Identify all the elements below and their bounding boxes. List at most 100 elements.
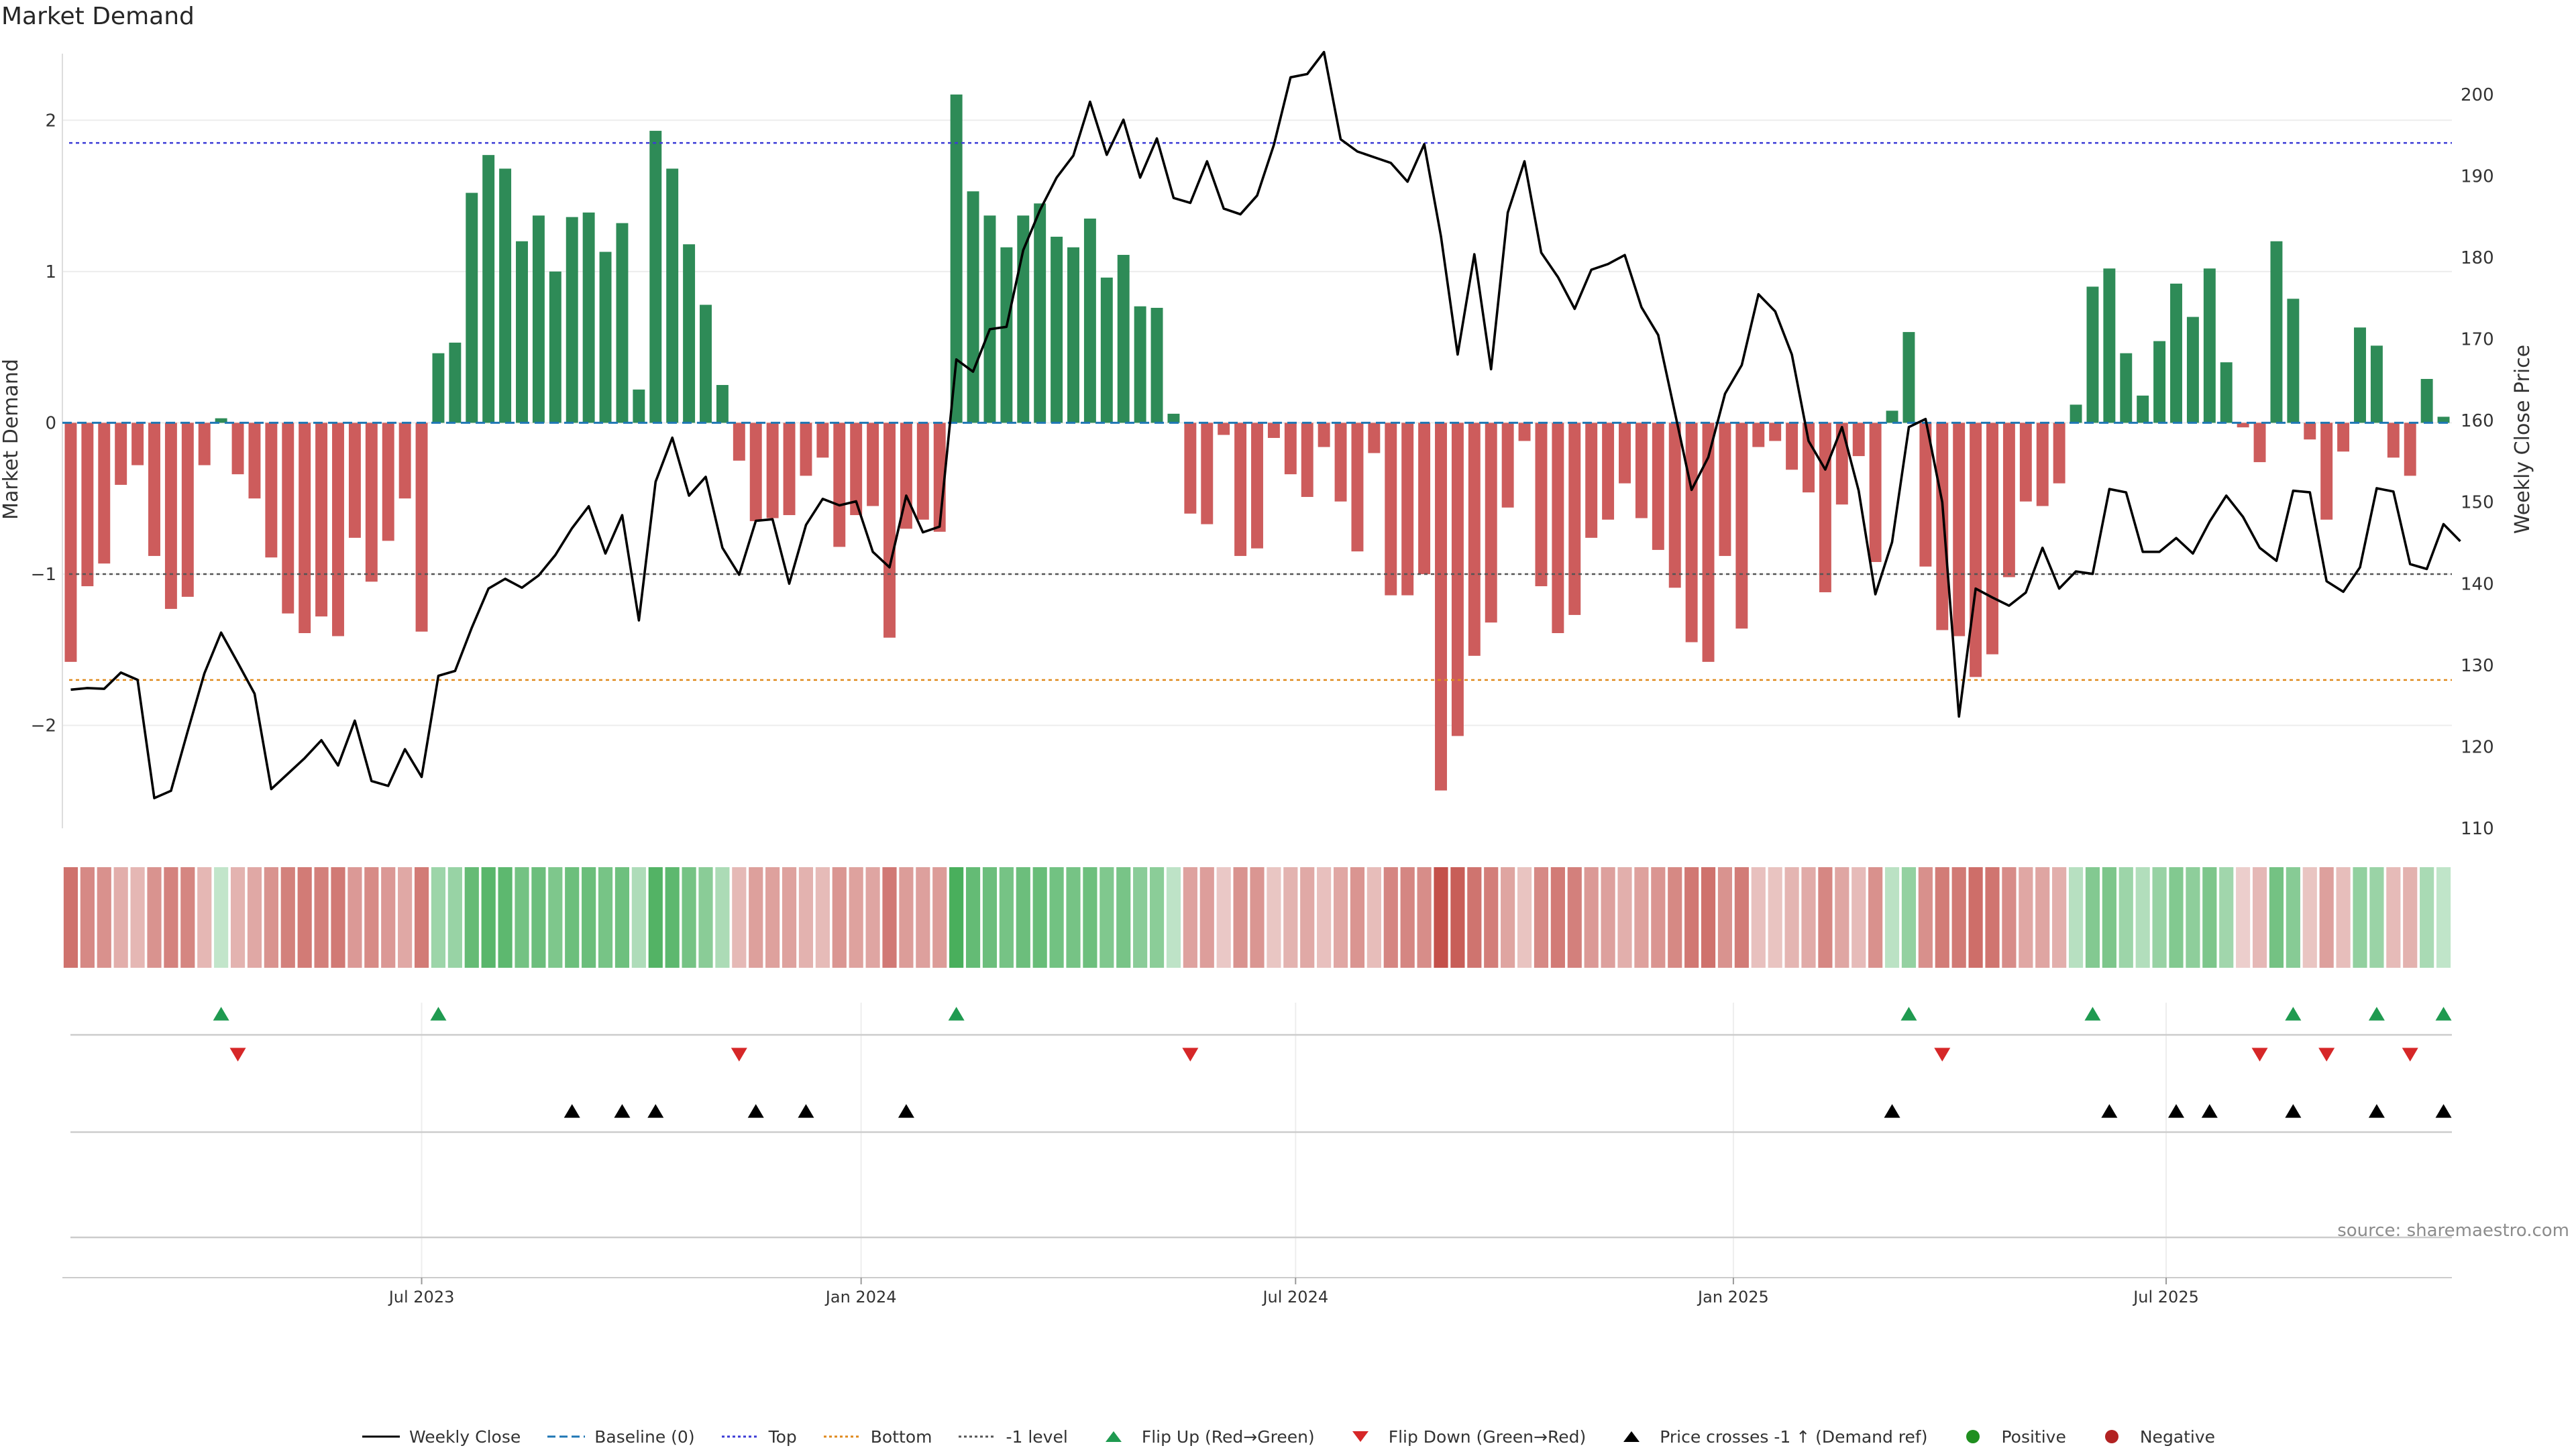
heat-cell — [665, 867, 680, 968]
heat-cell — [949, 867, 964, 968]
legend-label: Positive — [2001, 1427, 2066, 1447]
heat-cell — [1968, 867, 1983, 968]
heat-cell — [1884, 867, 1900, 968]
flip-up-marker — [948, 1007, 965, 1021]
heat-cell — [1668, 867, 1682, 968]
heat-cell — [2353, 867, 2367, 968]
page-title: Market Demand — [1, 3, 195, 30]
heat-cell — [297, 867, 312, 968]
demand-bar — [432, 353, 445, 423]
heat-cell — [1784, 867, 1799, 968]
demand-bar — [2186, 317, 2199, 423]
heat-cell — [1166, 867, 1181, 968]
heat-cell — [2118, 867, 2133, 968]
heat-cell — [2436, 867, 2451, 968]
legend-item-bottom: Bottom — [822, 1427, 932, 1447]
flip-down-marker — [2318, 1048, 2335, 1062]
heat-cell — [1851, 867, 1866, 968]
demand-bar — [749, 423, 762, 522]
heat-cell — [1183, 867, 1197, 968]
demand-bar — [766, 423, 779, 518]
demand-bar — [1201, 423, 1214, 524]
demand-bar — [2036, 423, 2049, 506]
demand-bar — [616, 223, 629, 423]
y-axis-label: Market Demand — [0, 359, 23, 520]
heat-cell — [865, 867, 880, 968]
heat-cell — [2252, 867, 2267, 968]
heat-cell — [565, 867, 580, 968]
demand-bar — [1619, 423, 1631, 484]
legend-label: Flip Down (Green→Red) — [1388, 1427, 1587, 1447]
y-tick-label: −2 — [31, 716, 56, 736]
y2-tick-label: 160 — [2461, 411, 2494, 431]
demand-bar — [850, 423, 863, 516]
legend-item-cross: Price crosses -1 ↑ (Demand ref) — [1611, 1427, 1927, 1447]
demand-bar — [1685, 423, 1698, 643]
heat-cell — [1417, 867, 1432, 968]
demand-bar — [1167, 413, 1180, 423]
flip-down-marker — [229, 1048, 246, 1062]
heat-cell — [1567, 867, 1582, 968]
demand-bar — [633, 389, 645, 423]
heat-cell — [464, 867, 479, 968]
demand-bar — [382, 423, 394, 541]
legend-swatch-negative — [2104, 1430, 2118, 1443]
heat-cell — [2002, 867, 2017, 968]
demand-bar — [532, 215, 545, 423]
demand-bar — [599, 252, 612, 423]
demand-bar — [2170, 283, 2182, 423]
heat-cell — [1283, 867, 1298, 968]
heat-cell — [882, 867, 897, 968]
heat-cell — [1818, 867, 1833, 968]
heat-cell — [147, 867, 162, 968]
y2-tick-label: 180 — [2461, 248, 2494, 268]
legend-swatch-baseline — [547, 1435, 586, 1438]
demand-bar — [549, 271, 561, 423]
y2-tick-label: 170 — [2461, 330, 2494, 350]
demand-bar — [1803, 423, 1815, 493]
heat-cell — [113, 867, 128, 968]
demand-bar — [164, 423, 177, 609]
heat-cell — [1684, 867, 1699, 968]
x-tick-label: Jan 2025 — [1697, 1288, 1769, 1306]
heat-cell — [1250, 867, 1265, 968]
heat-cell — [1651, 867, 1666, 968]
demand-bar — [2404, 423, 2416, 476]
flip-up-marker — [2285, 1007, 2302, 1021]
demand-bar — [1936, 423, 1949, 630]
demand-bar — [181, 423, 194, 597]
cross-up-marker — [2201, 1104, 2218, 1118]
heat-cell — [130, 867, 145, 968]
demand-bar — [700, 304, 712, 423]
legend-item-negative: Negative — [2092, 1427, 2215, 1447]
heat-cell — [2102, 867, 2116, 968]
demand-bar — [64, 423, 77, 662]
heat-cell — [1484, 867, 1499, 968]
demand-bar — [265, 423, 278, 558]
demand-bar — [1067, 247, 1079, 423]
demand-bar — [1786, 423, 1799, 470]
heat-cell — [481, 867, 496, 968]
demand-bar — [2354, 327, 2366, 423]
heat-cell — [648, 867, 663, 968]
heat-cell — [1550, 867, 1565, 968]
demand-bar — [2270, 241, 2283, 423]
heat-cell — [682, 867, 696, 968]
demand-bar — [800, 423, 812, 476]
heat-cell — [1350, 867, 1365, 968]
flip-up-marker — [430, 1007, 447, 1021]
demand-bar — [967, 191, 979, 423]
heat-cell — [582, 867, 596, 968]
demand-bar — [131, 423, 144, 465]
heat-cell — [1467, 867, 1482, 968]
legend-label: Bottom — [870, 1427, 932, 1447]
heat-cell — [1534, 867, 1549, 968]
heat-cell — [2386, 867, 2401, 968]
cross-up-marker — [2435, 1104, 2452, 1118]
heat-cell — [899, 867, 914, 968]
demand-bar — [1735, 423, 1748, 629]
legend-item-weekly_close: Weekly Close — [361, 1427, 521, 1447]
heat-cell — [1099, 867, 1114, 968]
demand-bar — [215, 418, 227, 423]
demand-bar — [2287, 298, 2300, 423]
